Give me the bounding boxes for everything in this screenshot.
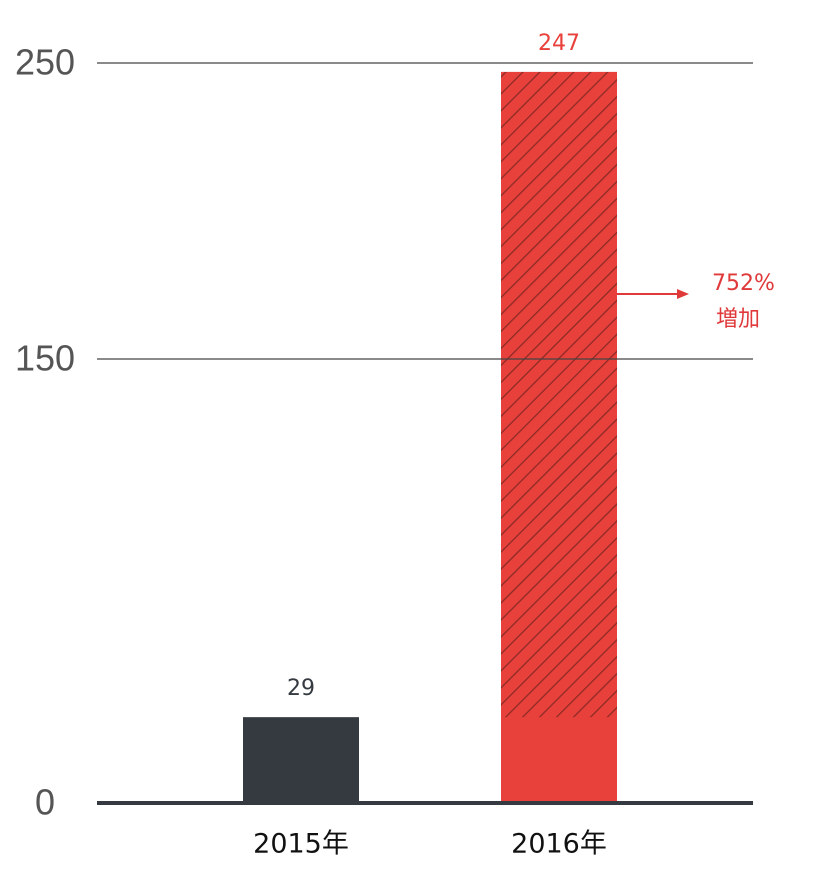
bar-base	[501, 717, 617, 803]
y-tick-label: 0	[35, 782, 55, 823]
annotation: 752%	[712, 271, 775, 296]
annotation-arrowhead	[677, 289, 689, 299]
value-label: 247	[538, 31, 580, 56]
x-tick-label: 2016年	[511, 829, 607, 860]
bar	[243, 717, 359, 803]
y-tick-label: 250	[15, 42, 75, 83]
x-tick-label: 2015年	[253, 829, 349, 860]
y-tick-label: 150	[15, 338, 75, 379]
bar	[501, 71, 617, 803]
value-label: 29	[287, 676, 315, 701]
annotation: 増加	[716, 307, 760, 332]
